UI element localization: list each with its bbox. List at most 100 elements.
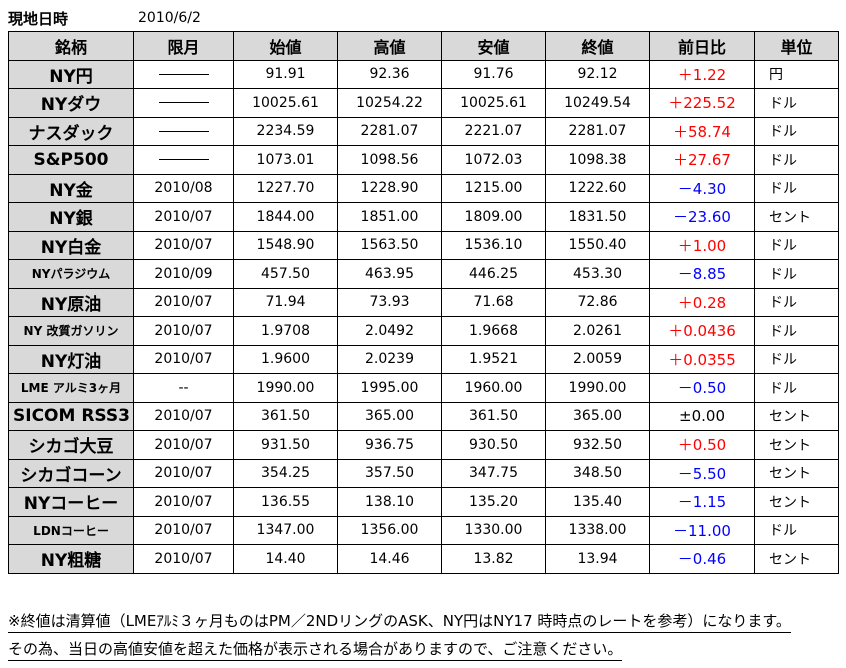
table-row: NY原油 2010/07 71.94 73.93 71.68 72.86 ＋0.28 ドル (8, 287, 839, 317)
change-value: －0.50 (649, 373, 755, 403)
col-header-close: 終値 (545, 31, 650, 61)
open-price: 1073.01 (233, 145, 338, 175)
close-price: 10249.54 (545, 88, 650, 118)
low-price: 1.9521 (441, 344, 546, 374)
instrument-name: NYダウ (8, 88, 134, 118)
instrument-name: NY灯油 (8, 344, 134, 374)
high-price: 1995.00 (337, 373, 442, 403)
instrument-name: NY 改質ガソリン (8, 316, 134, 346)
high-price: 2.0239 (337, 344, 442, 374)
instrument-name: LME アルミ3ヶ月 (8, 373, 134, 403)
contract-month: 2010/07 (133, 430, 234, 460)
table-row: NY灯油 2010/07 1.9600 2.0239 1.9521 2.0059 ＋0.03… (8, 344, 839, 374)
col-header-unit: 単位 (754, 31, 839, 61)
change-value: －23.60 (649, 202, 755, 232)
open-price: 1347.00 (233, 515, 338, 545)
change-value: ＋0.50 (649, 430, 755, 460)
date-line: 現地日時 2010/6/2 (8, 6, 201, 30)
open-price: 1548.90 (233, 230, 338, 260)
open-price: 1.9708 (233, 316, 338, 346)
unit-label: 円 (754, 59, 839, 89)
low-price: 1330.00 (441, 515, 546, 545)
table-header-row: 銘柄 限月 始値 高値 安値 終値 前日比 単位 (8, 31, 839, 61)
table-row: S&P500 1073.01 1098.56 1072.03 1098.38 ＋27.67… (8, 145, 839, 175)
low-price: 361.50 (441, 401, 546, 431)
contract-month: 2010/08 (133, 173, 234, 203)
instrument-name: S&P500 (8, 145, 134, 175)
table-row: NY金 2010/08 1227.70 1228.90 1215.00 1222.60 －4… (8, 173, 839, 203)
unit-label: ドル (754, 259, 839, 289)
table-row: NY銀 2010/07 1844.00 1851.00 1809.00 1831.50 －2… (8, 202, 839, 232)
contract-month: 2010/07 (133, 487, 234, 517)
unit-label: セント (754, 202, 839, 232)
table-body: NY円 91.91 92.36 91.76 92.12 ＋1.22 円 NYダウ 10025.6… (8, 59, 839, 574)
unit-label: セント (754, 544, 839, 574)
instrument-name: NY粗糖 (8, 544, 134, 574)
instrument-name: NY白金 (8, 230, 134, 260)
change-value: －8.85 (649, 259, 755, 289)
unit-label: セント (754, 458, 839, 488)
low-price: 1960.00 (441, 373, 546, 403)
change-value: －0.46 (649, 544, 755, 574)
contract-month: 2010/07 (133, 316, 234, 346)
contract-month: 2010/09 (133, 259, 234, 289)
low-price: 347.75 (441, 458, 546, 488)
change-value: ＋1.00 (649, 230, 755, 260)
high-price: 1356.00 (337, 515, 442, 545)
high-price: 357.50 (337, 458, 442, 488)
unit-label: ドル (754, 287, 839, 317)
no-month-dash (158, 73, 209, 75)
open-price: 136.55 (233, 487, 338, 517)
close-price: 2.0261 (545, 316, 650, 346)
table-row: ナスダック 2234.59 2281.07 2221.07 2281.07 ＋58.74 ド… (8, 116, 839, 146)
contract-month (133, 145, 234, 175)
table-row: LME アルミ3ヶ月 -- 1990.00 1995.00 1960.00 1990.00… (8, 373, 839, 403)
col-header-open: 始値 (233, 31, 338, 61)
table-row: NY粗糖 2010/07 14.40 14.46 13.82 13.94 －0.46 セント (8, 544, 839, 574)
unit-label: ドル (754, 173, 839, 203)
contract-month: 2010/07 (133, 230, 234, 260)
col-header-low: 安値 (441, 31, 546, 61)
instrument-name: シカゴコーン (8, 458, 134, 488)
open-price: 14.40 (233, 544, 338, 574)
open-price: 1844.00 (233, 202, 338, 232)
table-row: NYコーヒー 2010/07 136.55 138.10 135.20 135.40 －1.… (8, 487, 839, 517)
high-price: 1228.90 (337, 173, 442, 203)
low-price: 930.50 (441, 430, 546, 460)
low-price: 1536.10 (441, 230, 546, 260)
high-price: 10254.22 (337, 88, 442, 118)
local-date-value: 2010/6/2 (138, 10, 201, 26)
open-price: 71.94 (233, 287, 338, 317)
close-price: 72.86 (545, 287, 650, 317)
col-header-name: 銘柄 (8, 31, 134, 61)
contract-month: 2010/07 (133, 344, 234, 374)
close-price: 1990.00 (545, 373, 650, 403)
low-price: 1809.00 (441, 202, 546, 232)
table-row: SICOM RSS3 2010/07 361.50 365.00 361.50 365.0… (8, 401, 839, 431)
unit-label: ドル (754, 116, 839, 146)
table-row: LDNコーヒー 2010/07 1347.00 1356.00 1330.00 1338.… (8, 515, 839, 545)
col-header-month: 限月 (133, 31, 234, 61)
open-price: 10025.61 (233, 88, 338, 118)
table-row: NYパラジウム 2010/09 457.50 463.95 446.25 453.30 －8… (8, 259, 839, 289)
unit-label: ドル (754, 515, 839, 545)
high-price: 463.95 (337, 259, 442, 289)
low-price: 91.76 (441, 59, 546, 89)
close-price: 1550.40 (545, 230, 650, 260)
close-price: 92.12 (545, 59, 650, 89)
no-month-dash (158, 102, 209, 104)
change-value: ＋27.67 (649, 145, 755, 175)
contract-month (133, 59, 234, 89)
high-price: 1851.00 (337, 202, 442, 232)
change-value: ＋225.52 (649, 88, 755, 118)
contract-month: 2010/07 (133, 544, 234, 574)
high-price: 73.93 (337, 287, 442, 317)
close-price: 1338.00 (545, 515, 650, 545)
close-price: 453.30 (545, 259, 650, 289)
table-row: NY白金 2010/07 1548.90 1563.50 1536.10 1550.40 ＋… (8, 230, 839, 260)
high-price: 138.10 (337, 487, 442, 517)
low-price: 1215.00 (441, 173, 546, 203)
instrument-name: NY金 (8, 173, 134, 203)
low-price: 446.25 (441, 259, 546, 289)
open-price: 457.50 (233, 259, 338, 289)
